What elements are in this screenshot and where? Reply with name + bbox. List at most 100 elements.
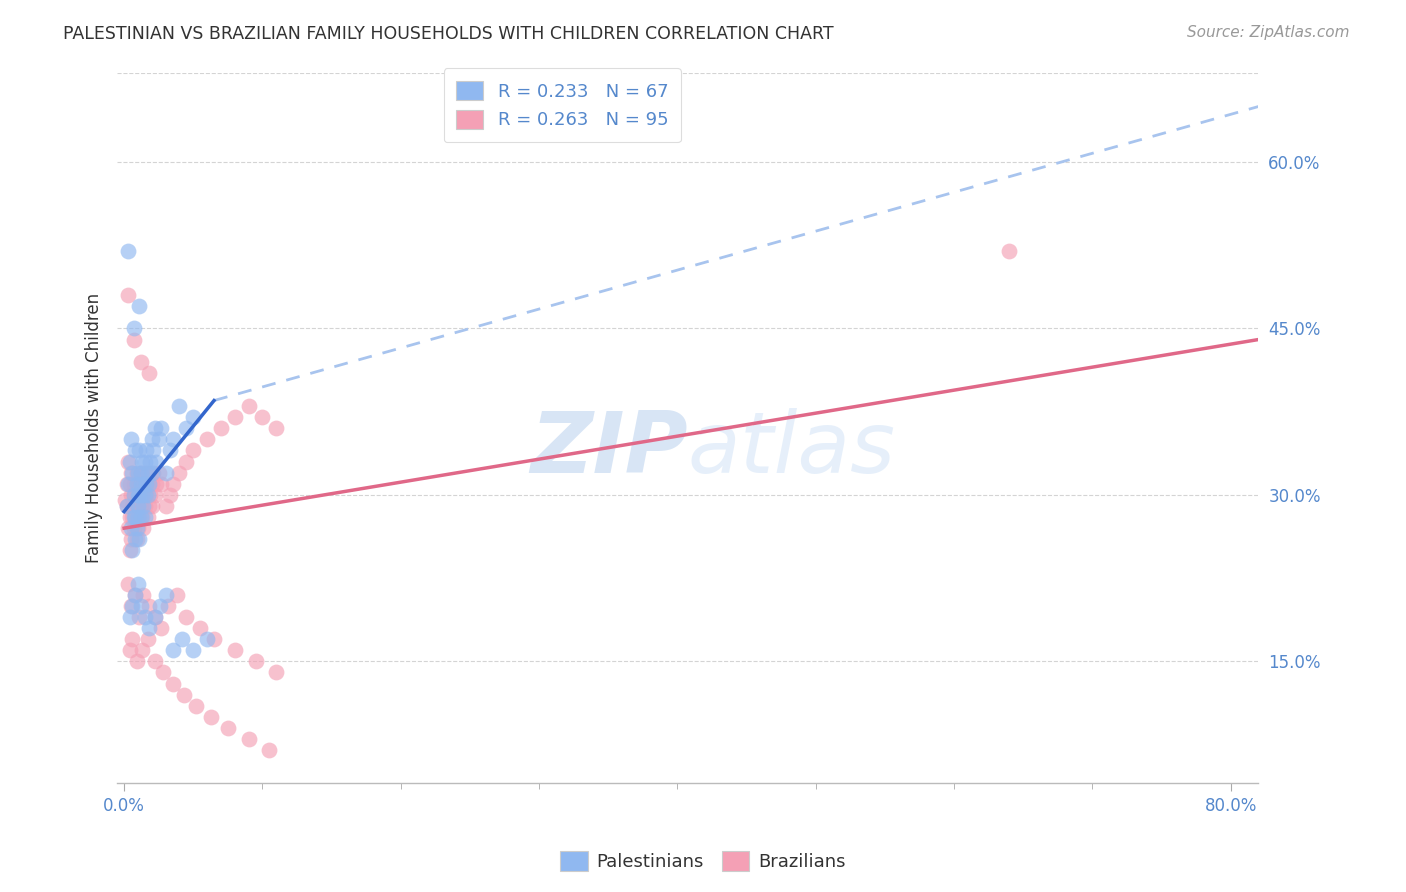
Point xyxy=(155,466,177,480)
Point xyxy=(155,499,177,513)
Point xyxy=(238,399,260,413)
Point xyxy=(121,543,143,558)
Point xyxy=(127,476,149,491)
Point xyxy=(150,621,173,635)
Point xyxy=(129,476,152,491)
Point xyxy=(169,466,191,480)
Point xyxy=(120,488,142,502)
Point xyxy=(148,433,170,447)
Point xyxy=(142,443,165,458)
Point xyxy=(252,410,274,425)
Point xyxy=(128,299,150,313)
Point xyxy=(136,632,159,647)
Point xyxy=(135,443,157,458)
Point xyxy=(195,433,218,447)
Point xyxy=(143,610,166,624)
Point xyxy=(145,454,167,468)
Point xyxy=(132,588,155,602)
Point xyxy=(149,599,172,613)
Point xyxy=(138,599,160,613)
Point xyxy=(128,510,150,524)
Point xyxy=(162,476,184,491)
Point xyxy=(134,488,156,502)
Point xyxy=(176,454,198,468)
Point xyxy=(129,466,152,480)
Point xyxy=(122,488,145,502)
Point xyxy=(115,499,138,513)
Point xyxy=(209,421,232,435)
Point xyxy=(118,643,141,657)
Point xyxy=(115,499,138,513)
Point xyxy=(124,588,146,602)
Point xyxy=(128,443,150,458)
Point xyxy=(217,721,239,735)
Point xyxy=(184,698,207,713)
Point xyxy=(200,710,222,724)
Point xyxy=(188,621,211,635)
Point xyxy=(125,499,148,513)
Text: Source: ZipAtlas.com: Source: ZipAtlas.com xyxy=(1187,25,1350,40)
Point xyxy=(138,366,160,380)
Point xyxy=(136,476,159,491)
Point xyxy=(124,443,146,458)
Point xyxy=(127,466,149,480)
Point xyxy=(143,654,166,668)
Y-axis label: Family Households with Children: Family Households with Children xyxy=(86,293,103,564)
Point xyxy=(135,488,157,502)
Point xyxy=(129,466,152,480)
Point xyxy=(117,576,139,591)
Point xyxy=(181,410,204,425)
Point xyxy=(136,488,159,502)
Point xyxy=(172,632,194,647)
Point xyxy=(125,654,148,668)
Point xyxy=(125,466,148,480)
Point xyxy=(120,521,142,535)
Point xyxy=(176,421,198,435)
Point xyxy=(121,499,143,513)
Point xyxy=(132,488,155,502)
Point xyxy=(224,643,246,657)
Point xyxy=(131,476,153,491)
Point xyxy=(166,588,188,602)
Point xyxy=(143,488,166,502)
Point xyxy=(127,499,149,513)
Point xyxy=(127,576,149,591)
Point xyxy=(124,533,146,547)
Point xyxy=(127,521,149,535)
Point xyxy=(120,533,142,547)
Point xyxy=(127,499,149,513)
Point xyxy=(159,488,181,502)
Point xyxy=(245,654,267,668)
Point xyxy=(138,476,160,491)
Point xyxy=(122,476,145,491)
Point xyxy=(259,743,281,757)
Point xyxy=(131,488,153,502)
Point xyxy=(134,499,156,513)
Point xyxy=(238,731,260,746)
Point xyxy=(118,476,141,491)
Point xyxy=(136,466,159,480)
Point xyxy=(129,499,152,513)
Point xyxy=(143,421,166,435)
Point xyxy=(134,510,156,524)
Text: PALESTINIAN VS BRAZILIAN FAMILY HOUSEHOLDS WITH CHILDREN CORRELATION CHART: PALESTINIAN VS BRAZILIAN FAMILY HOUSEHOL… xyxy=(63,25,834,43)
Point xyxy=(132,499,155,513)
Point xyxy=(141,476,163,491)
Point xyxy=(127,510,149,524)
Point xyxy=(121,466,143,480)
Point xyxy=(135,476,157,491)
Point xyxy=(125,533,148,547)
Point xyxy=(138,621,160,635)
Point xyxy=(142,466,165,480)
Point xyxy=(181,443,204,458)
Point xyxy=(176,610,198,624)
Point xyxy=(173,688,195,702)
Point xyxy=(181,643,204,657)
Point xyxy=(141,499,163,513)
Point xyxy=(159,443,181,458)
Point xyxy=(162,676,184,690)
Point xyxy=(162,643,184,657)
Point xyxy=(124,510,146,524)
Point xyxy=(118,543,141,558)
Point xyxy=(128,610,150,624)
